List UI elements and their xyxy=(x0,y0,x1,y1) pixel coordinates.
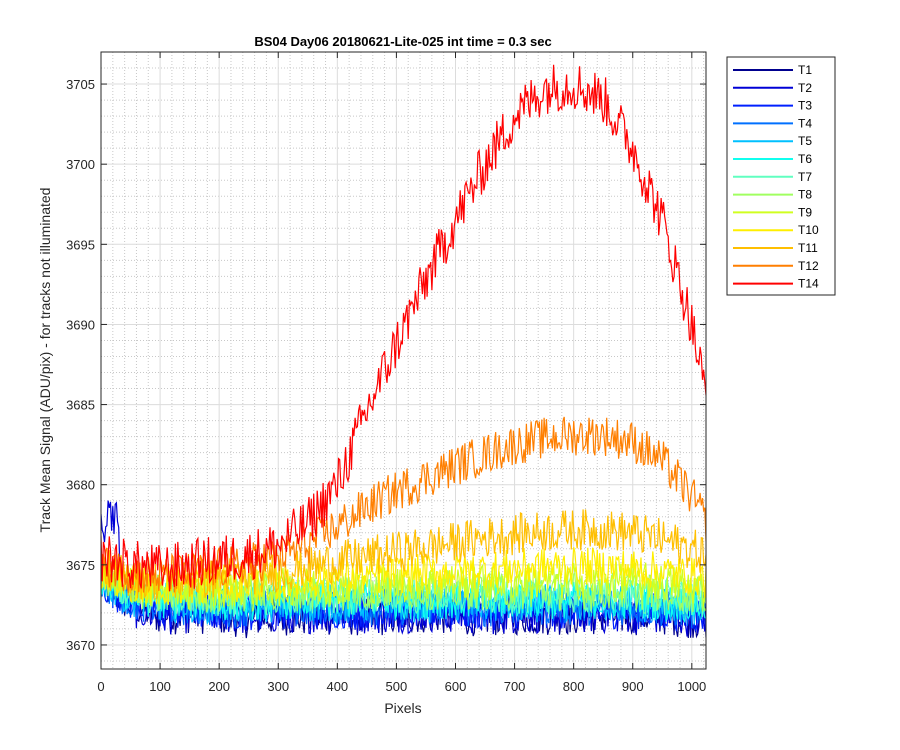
legend-label-t2: T2 xyxy=(798,81,812,95)
legend-label-t14: T14 xyxy=(798,277,819,291)
x-tick-label: 600 xyxy=(445,679,467,694)
y-tick-label: 3705 xyxy=(66,77,95,92)
y-tick-label: 3675 xyxy=(66,558,95,573)
x-tick-label: 200 xyxy=(208,679,230,694)
legend-label-t3: T3 xyxy=(798,99,812,113)
legend-label-t4: T4 xyxy=(798,116,812,130)
series-lines xyxy=(101,64,706,639)
x-tick-label: 0 xyxy=(97,679,104,694)
x-tick-label: 900 xyxy=(622,679,644,694)
x-tick-label: 700 xyxy=(504,679,526,694)
axis-ticks: 0 100 200 300 400 500 600 700 800 900 1000 3670 3675… xyxy=(66,52,706,694)
x-tick-label: 400 xyxy=(326,679,348,694)
legend-label-t5: T5 xyxy=(798,134,812,148)
legend-label-t1: T1 xyxy=(798,63,812,77)
legend-label-t11: T11 xyxy=(798,241,818,255)
x-tick-label: 1000 xyxy=(677,679,706,694)
y-tick-label: 3680 xyxy=(66,478,95,493)
x-axis-title: Pixels xyxy=(384,700,421,716)
y-axis-title: Track Mean Signal (ADU/pix) - for tracks… xyxy=(37,188,53,533)
x-tick-label: 500 xyxy=(386,679,408,694)
legend: T1 T2 T3 T4 T5 T6 T7 T8 T9 T10 T11 T12 T14 xyxy=(726,56,836,296)
chart-title: BS04 Day06 20180621-Lite-025 int time = … xyxy=(254,34,551,49)
y-tick-label: 3690 xyxy=(66,317,95,332)
legend-label-t8: T8 xyxy=(798,188,812,202)
legend-label-t9: T9 xyxy=(798,205,812,219)
legend-label-t7: T7 xyxy=(798,170,812,184)
y-tick-label: 3700 xyxy=(66,157,95,172)
y-tick-label: 3695 xyxy=(66,237,95,252)
series-line-t14 xyxy=(101,64,706,592)
y-tick-label: 3670 xyxy=(66,638,95,653)
x-tick-label: 300 xyxy=(267,679,289,694)
legend-label-t6: T6 xyxy=(798,152,812,166)
x-tick-label: 100 xyxy=(149,679,171,694)
legend-label-t10: T10 xyxy=(798,223,819,237)
x-tick-label: 800 xyxy=(563,679,585,694)
legend-label-t12: T12 xyxy=(798,259,819,273)
y-tick-label: 3685 xyxy=(66,398,95,413)
series-line-t12 xyxy=(101,416,706,593)
plot-frame xyxy=(100,51,707,670)
